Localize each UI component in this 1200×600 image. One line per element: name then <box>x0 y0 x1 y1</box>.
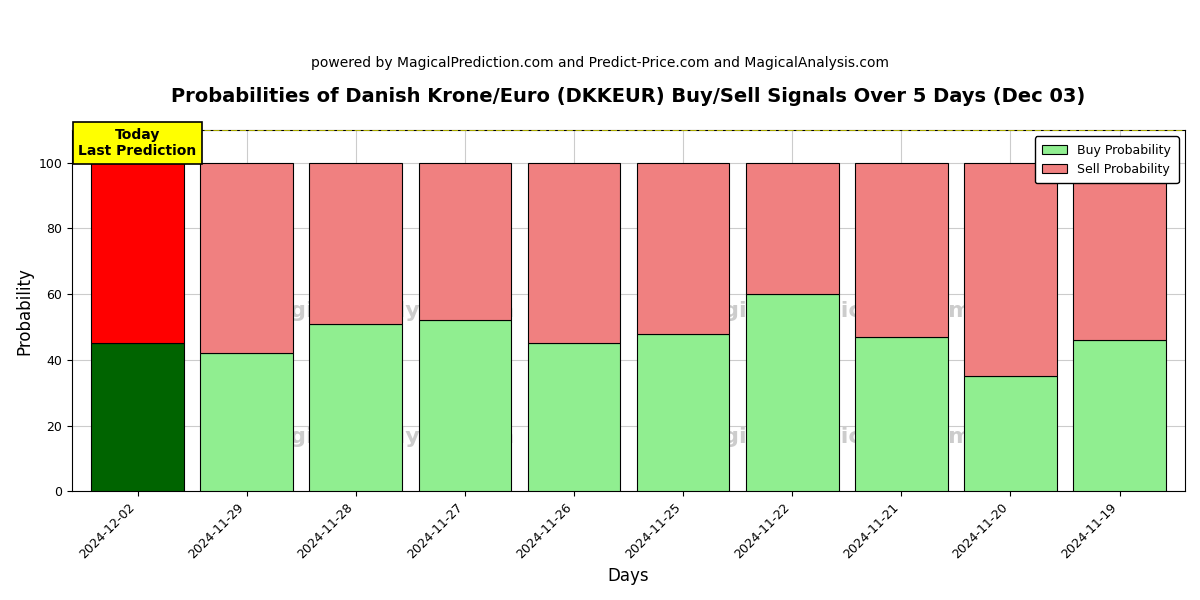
Bar <box>637 163 730 334</box>
Bar <box>419 163 511 320</box>
Bar <box>854 163 948 337</box>
Text: MagicalPrediction.com: MagicalPrediction.com <box>686 301 972 320</box>
Bar <box>1073 340 1166 491</box>
Bar <box>746 163 839 294</box>
Bar <box>964 163 1057 376</box>
Bar <box>746 294 839 491</box>
Text: Today
Last Prediction: Today Last Prediction <box>78 128 197 158</box>
Text: MagicalAnalysis.com: MagicalAnalysis.com <box>253 301 515 320</box>
Bar <box>637 334 730 491</box>
Legend: Buy Probability, Sell Probability: Buy Probability, Sell Probability <box>1034 136 1178 183</box>
Bar <box>91 343 184 491</box>
Bar <box>854 337 948 491</box>
X-axis label: Days: Days <box>607 567 649 585</box>
Bar <box>528 163 620 343</box>
Title: Probabilities of Danish Krone/Euro (DKKEUR) Buy/Sell Signals Over 5 Days (Dec 03: Probabilities of Danish Krone/Euro (DKKE… <box>172 87 1086 106</box>
Bar <box>528 343 620 491</box>
Bar <box>310 163 402 324</box>
Text: powered by MagicalPrediction.com and Predict-Price.com and MagicalAnalysis.com: powered by MagicalPrediction.com and Pre… <box>311 56 889 70</box>
Text: MagicalAnalysis.com: MagicalAnalysis.com <box>253 427 515 447</box>
Bar <box>200 163 293 353</box>
Y-axis label: Probability: Probability <box>16 266 34 355</box>
Bar <box>91 163 184 343</box>
Text: MagicalPrediction.com: MagicalPrediction.com <box>686 427 972 447</box>
Bar <box>310 324 402 491</box>
Bar <box>964 376 1057 491</box>
Bar <box>200 353 293 491</box>
Bar <box>1073 163 1166 340</box>
Bar <box>419 320 511 491</box>
